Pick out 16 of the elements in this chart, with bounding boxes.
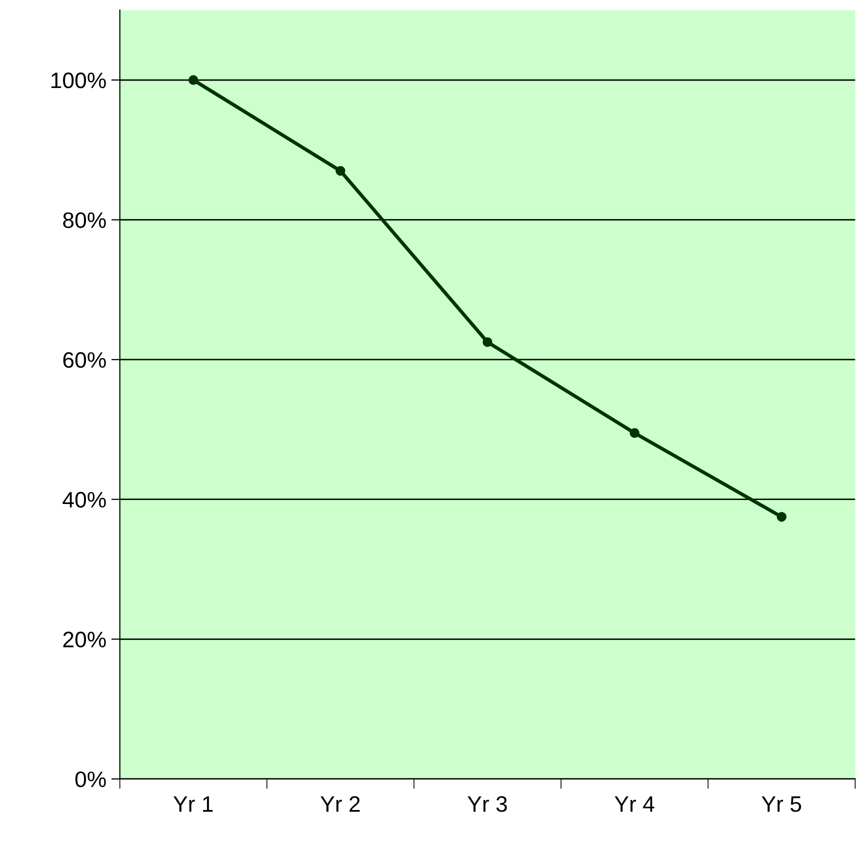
y-tick-label: 0%: [75, 771, 106, 788]
point: [336, 166, 346, 176]
y-tick-label: 80%: [63, 212, 106, 228]
y-tick-label: 40%: [62, 492, 106, 508]
point: [482, 337, 492, 347]
x-tick-label: Yr 1: [173, 796, 213, 812]
point: [776, 512, 786, 522]
point: [630, 428, 640, 438]
x-tick-label: Yr 4: [614, 796, 654, 812]
point: [188, 75, 198, 85]
y-tick-label: 20%: [63, 632, 106, 648]
x-tick-label: Yr 5: [762, 796, 802, 812]
y-tick-label: 60%: [63, 352, 106, 368]
y-tick-label: 100%: [52, 72, 106, 88]
x-tick-label: Yr 2: [320, 796, 360, 812]
x-tick-label: Yr 3: [468, 796, 507, 812]
